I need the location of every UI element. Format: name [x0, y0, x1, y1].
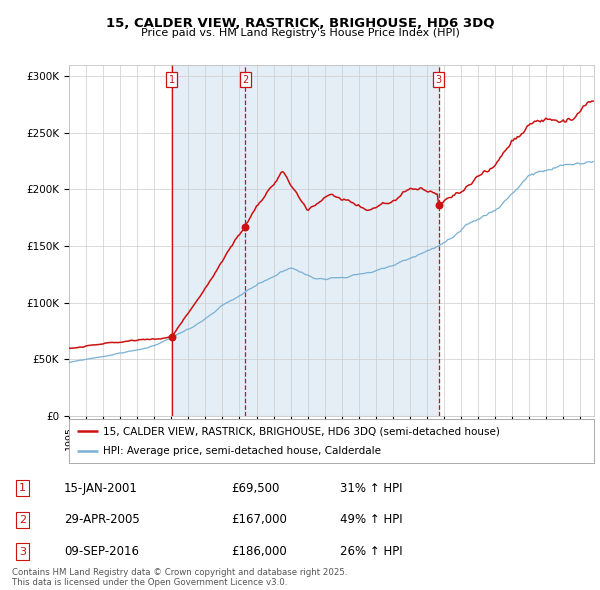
Text: 15-JAN-2001: 15-JAN-2001	[64, 481, 138, 494]
Text: £186,000: £186,000	[231, 545, 287, 558]
Text: 2: 2	[242, 74, 248, 84]
Text: 09-SEP-2016: 09-SEP-2016	[64, 545, 139, 558]
Text: 1: 1	[169, 74, 175, 84]
Text: 31% ↑ HPI: 31% ↑ HPI	[340, 481, 403, 494]
Text: 15, CALDER VIEW, RASTRICK, BRIGHOUSE, HD6 3DQ (semi-detached house): 15, CALDER VIEW, RASTRICK, BRIGHOUSE, HD…	[103, 427, 500, 436]
Text: 3: 3	[436, 74, 442, 84]
Text: 3: 3	[19, 546, 26, 556]
Point	[240, 222, 250, 231]
Text: 29-APR-2005: 29-APR-2005	[64, 513, 140, 526]
Text: HPI: Average price, semi-detached house, Calderdale: HPI: Average price, semi-detached house,…	[103, 446, 381, 455]
Text: £69,500: £69,500	[231, 481, 279, 494]
Text: 15, CALDER VIEW, RASTRICK, BRIGHOUSE, HD6 3DQ: 15, CALDER VIEW, RASTRICK, BRIGHOUSE, HD…	[106, 17, 494, 30]
Text: £167,000: £167,000	[231, 513, 287, 526]
Text: 26% ↑ HPI: 26% ↑ HPI	[340, 545, 403, 558]
Bar	[172, 65, 439, 416]
Text: 2: 2	[19, 515, 26, 525]
Text: 49% ↑ HPI: 49% ↑ HPI	[340, 513, 403, 526]
Point	[167, 333, 177, 342]
Text: 1: 1	[19, 483, 26, 493]
Text: Contains HM Land Registry data © Crown copyright and database right 2025.
This d: Contains HM Land Registry data © Crown c…	[12, 568, 347, 587]
Text: Price paid vs. HM Land Registry's House Price Index (HPI): Price paid vs. HM Land Registry's House …	[140, 28, 460, 38]
Point	[434, 201, 443, 210]
